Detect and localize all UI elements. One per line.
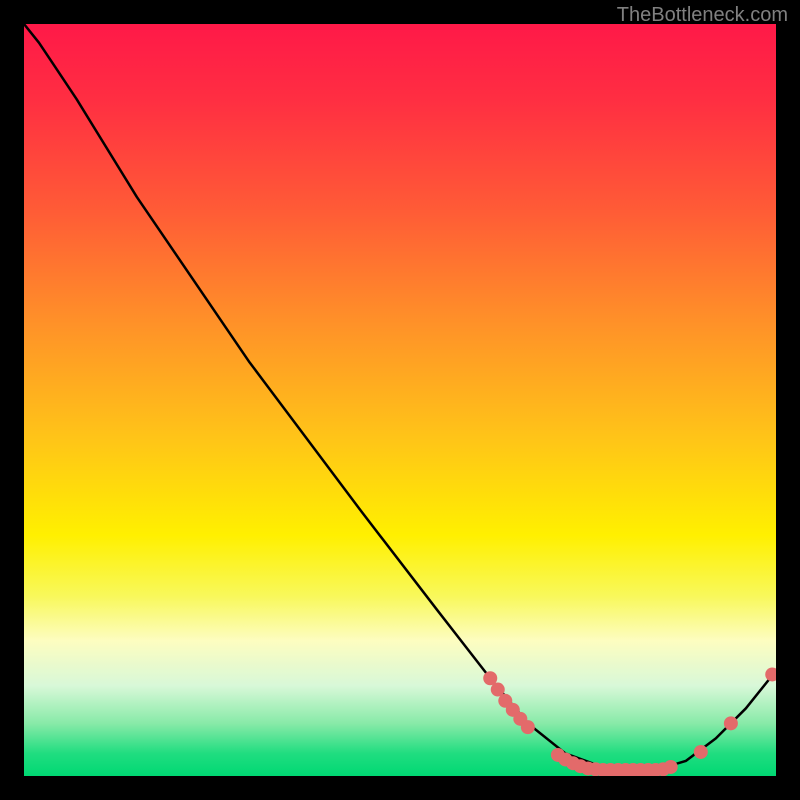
data-marker [694,745,708,759]
data-marker [664,760,678,774]
gradient-background [24,24,776,776]
chart-svg [24,24,776,776]
data-marker [521,720,535,734]
chart-plot-area [24,24,776,776]
watermark-text: TheBottleneck.com [617,4,788,27]
data-marker [724,716,738,730]
